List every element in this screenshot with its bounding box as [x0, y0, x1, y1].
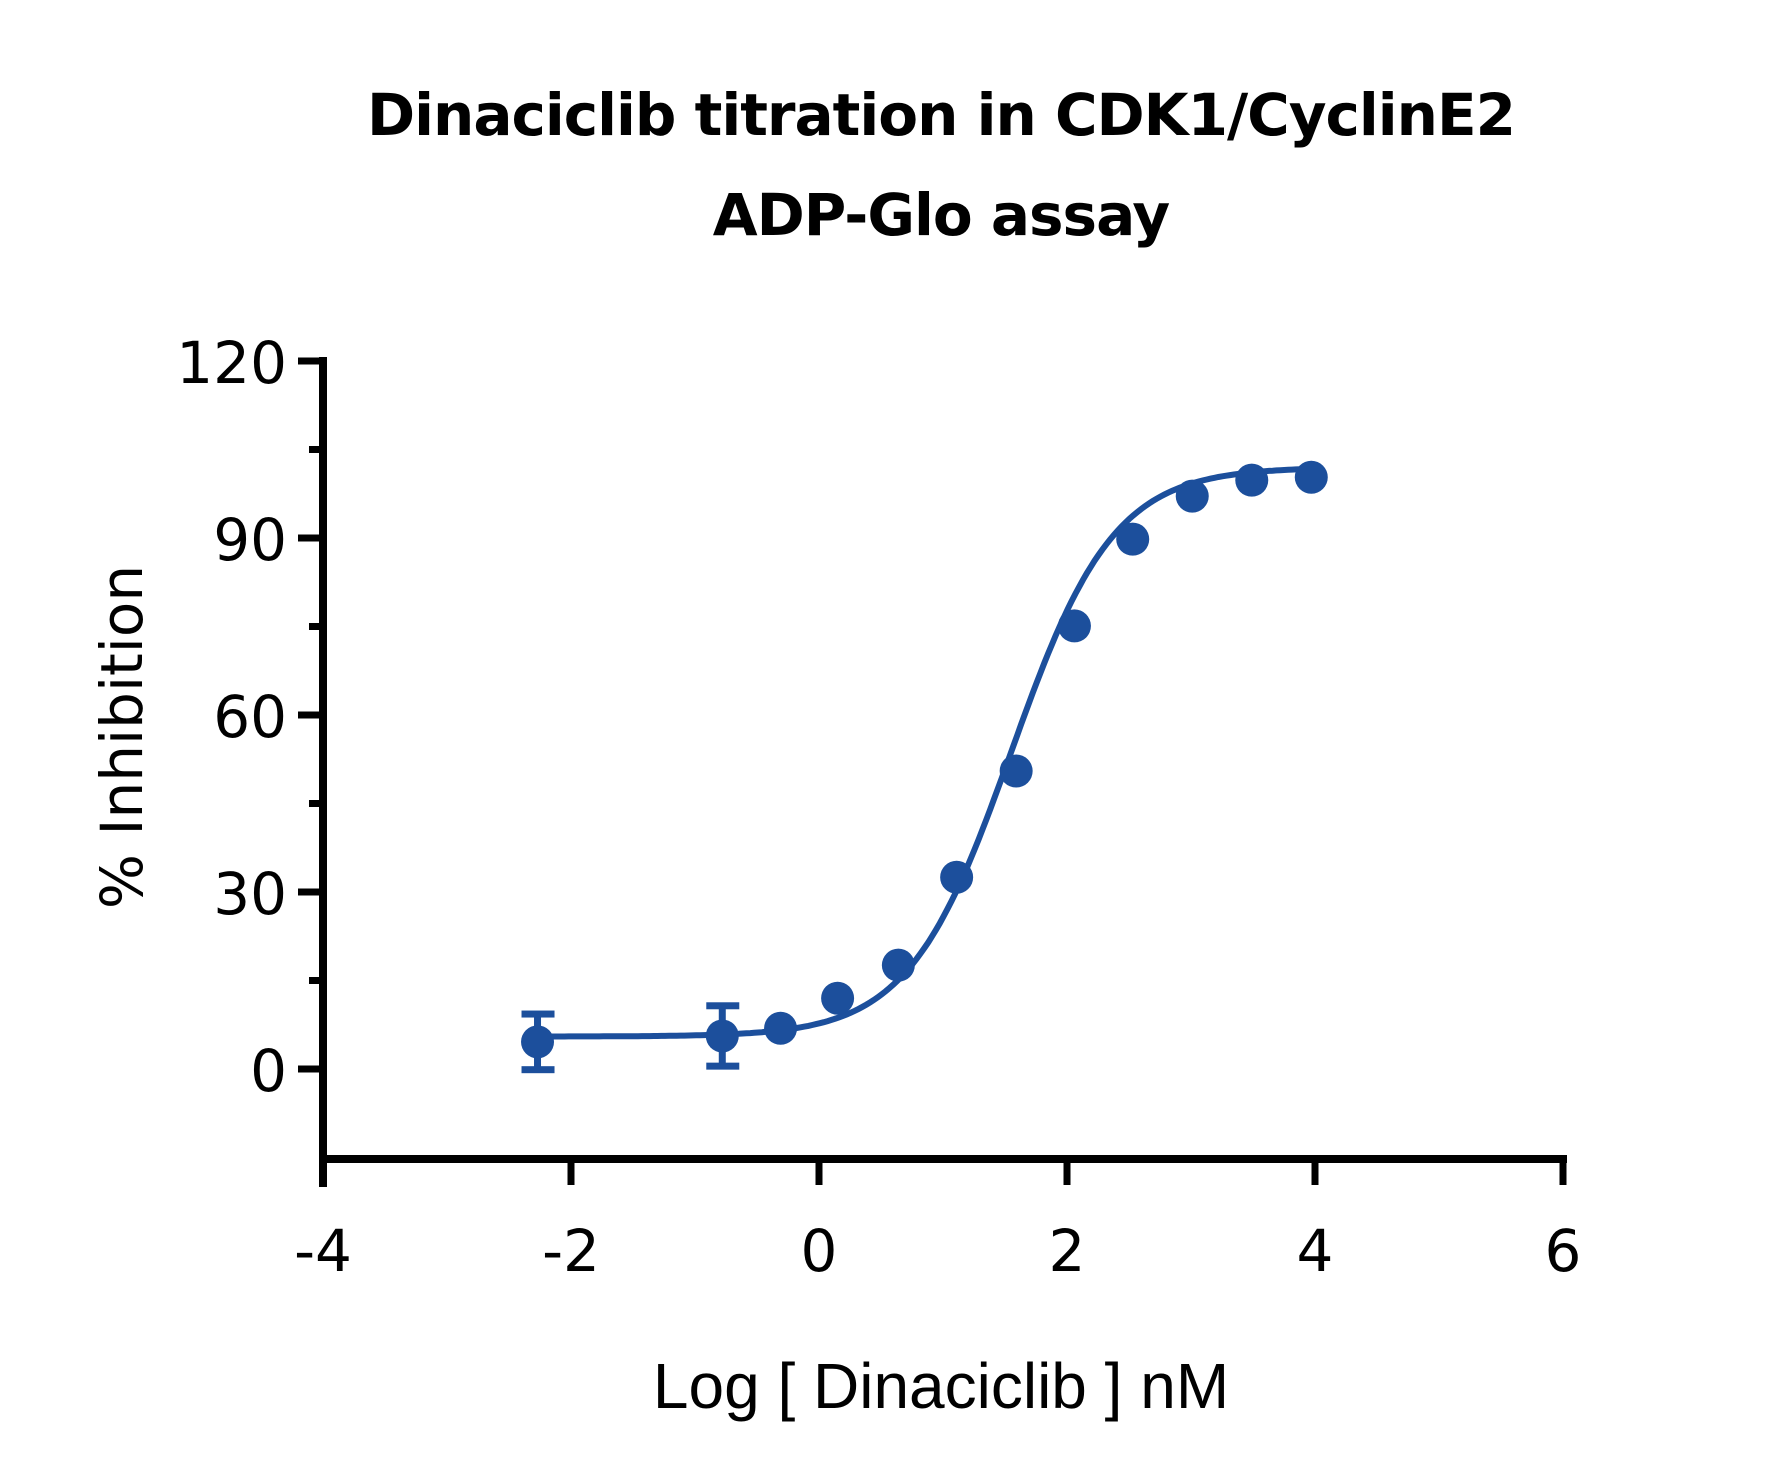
error-cap-bottom [521, 1066, 555, 1074]
x-tick-label: 6 [1545, 1217, 1582, 1285]
x-tick-label: 0 [801, 1217, 838, 1285]
y-axis-label: % Inhibition [88, 565, 156, 909]
data-point [881, 948, 915, 982]
fit-curve-path [534, 465, 1315, 1040]
data-point [705, 1019, 739, 1053]
axes: 0 30 60 90 120 -4 -2 0 2 4 6 [176, 329, 1581, 1285]
y-tick-label: 0 [250, 1037, 287, 1105]
x-axis-label: Log [ Dinaciclib ] nM [653, 1350, 1229, 1422]
y-tick-label: 90 [213, 506, 287, 574]
y-tick-label: 120 [176, 329, 287, 397]
error-cap-top [706, 1002, 740, 1010]
chart-subtitle: ADP-Glo assay [713, 181, 1170, 249]
error-cap-bottom [706, 1062, 740, 1070]
data-point [1057, 609, 1091, 643]
data-point [764, 1011, 798, 1045]
data-point [521, 1025, 555, 1059]
data-point [999, 754, 1033, 788]
fit-curve [534, 465, 1315, 1040]
x-tick-label: 2 [1049, 1217, 1086, 1285]
error-cap-top [521, 1010, 555, 1018]
data-points [521, 460, 1328, 1074]
data-point [1235, 463, 1269, 497]
data-point [821, 981, 855, 1015]
x-tick-label: -4 [294, 1217, 352, 1285]
data-point [940, 860, 974, 894]
data-point [1294, 460, 1328, 494]
y-tick-label: 60 [213, 683, 287, 751]
x-tick-label: 4 [1297, 1217, 1334, 1285]
data-point [1175, 479, 1209, 513]
chart-title: Dinaciclib titration in CDK1/CyclinE2 [367, 81, 1515, 149]
y-tick-label: 30 [213, 860, 287, 928]
x-tick-label: -2 [542, 1217, 600, 1285]
data-point [1116, 522, 1150, 556]
